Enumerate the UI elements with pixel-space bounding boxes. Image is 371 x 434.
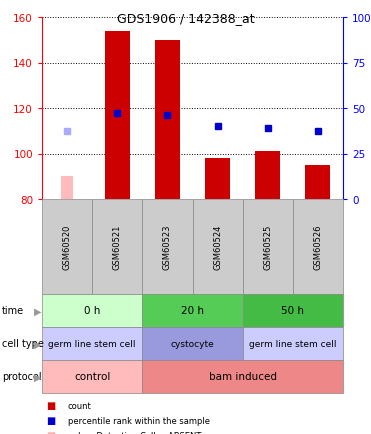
Text: 20 h: 20 h bbox=[181, 306, 204, 316]
Text: germ line stem cell: germ line stem cell bbox=[49, 339, 136, 348]
Bar bbox=[105, 32, 130, 200]
Text: ▶: ▶ bbox=[34, 372, 42, 381]
Text: GSM60523: GSM60523 bbox=[163, 224, 172, 270]
Bar bbox=[61, 177, 73, 200]
Text: bam induced: bam induced bbox=[209, 372, 277, 381]
Text: value, Detection Call = ABSENT: value, Detection Call = ABSENT bbox=[68, 431, 201, 434]
Text: protocol: protocol bbox=[2, 372, 42, 381]
Bar bbox=[155, 41, 180, 200]
Text: time: time bbox=[2, 306, 24, 316]
Text: 0 h: 0 h bbox=[84, 306, 100, 316]
Bar bbox=[305, 165, 331, 200]
Text: 50 h: 50 h bbox=[281, 306, 304, 316]
Text: ■: ■ bbox=[46, 431, 55, 434]
Text: germ line stem cell: germ line stem cell bbox=[249, 339, 336, 348]
Text: ■: ■ bbox=[46, 401, 55, 411]
Text: ▶: ▶ bbox=[34, 306, 42, 316]
Bar bbox=[205, 159, 230, 200]
Text: control: control bbox=[74, 372, 110, 381]
Bar bbox=[255, 152, 280, 200]
Text: GSM60526: GSM60526 bbox=[313, 224, 322, 270]
Text: ■: ■ bbox=[46, 415, 55, 425]
Text: GSM60525: GSM60525 bbox=[263, 224, 272, 270]
Text: GDS1906 / 142388_at: GDS1906 / 142388_at bbox=[117, 12, 254, 25]
Text: GSM60520: GSM60520 bbox=[63, 224, 72, 270]
Text: percentile rank within the sample: percentile rank within the sample bbox=[68, 416, 210, 425]
Text: count: count bbox=[68, 401, 92, 410]
Text: GSM60521: GSM60521 bbox=[113, 224, 122, 270]
Text: cystocyte: cystocyte bbox=[171, 339, 214, 348]
Text: ▶: ▶ bbox=[34, 339, 42, 349]
Text: GSM60524: GSM60524 bbox=[213, 224, 222, 270]
Text: cell type: cell type bbox=[2, 339, 44, 349]
